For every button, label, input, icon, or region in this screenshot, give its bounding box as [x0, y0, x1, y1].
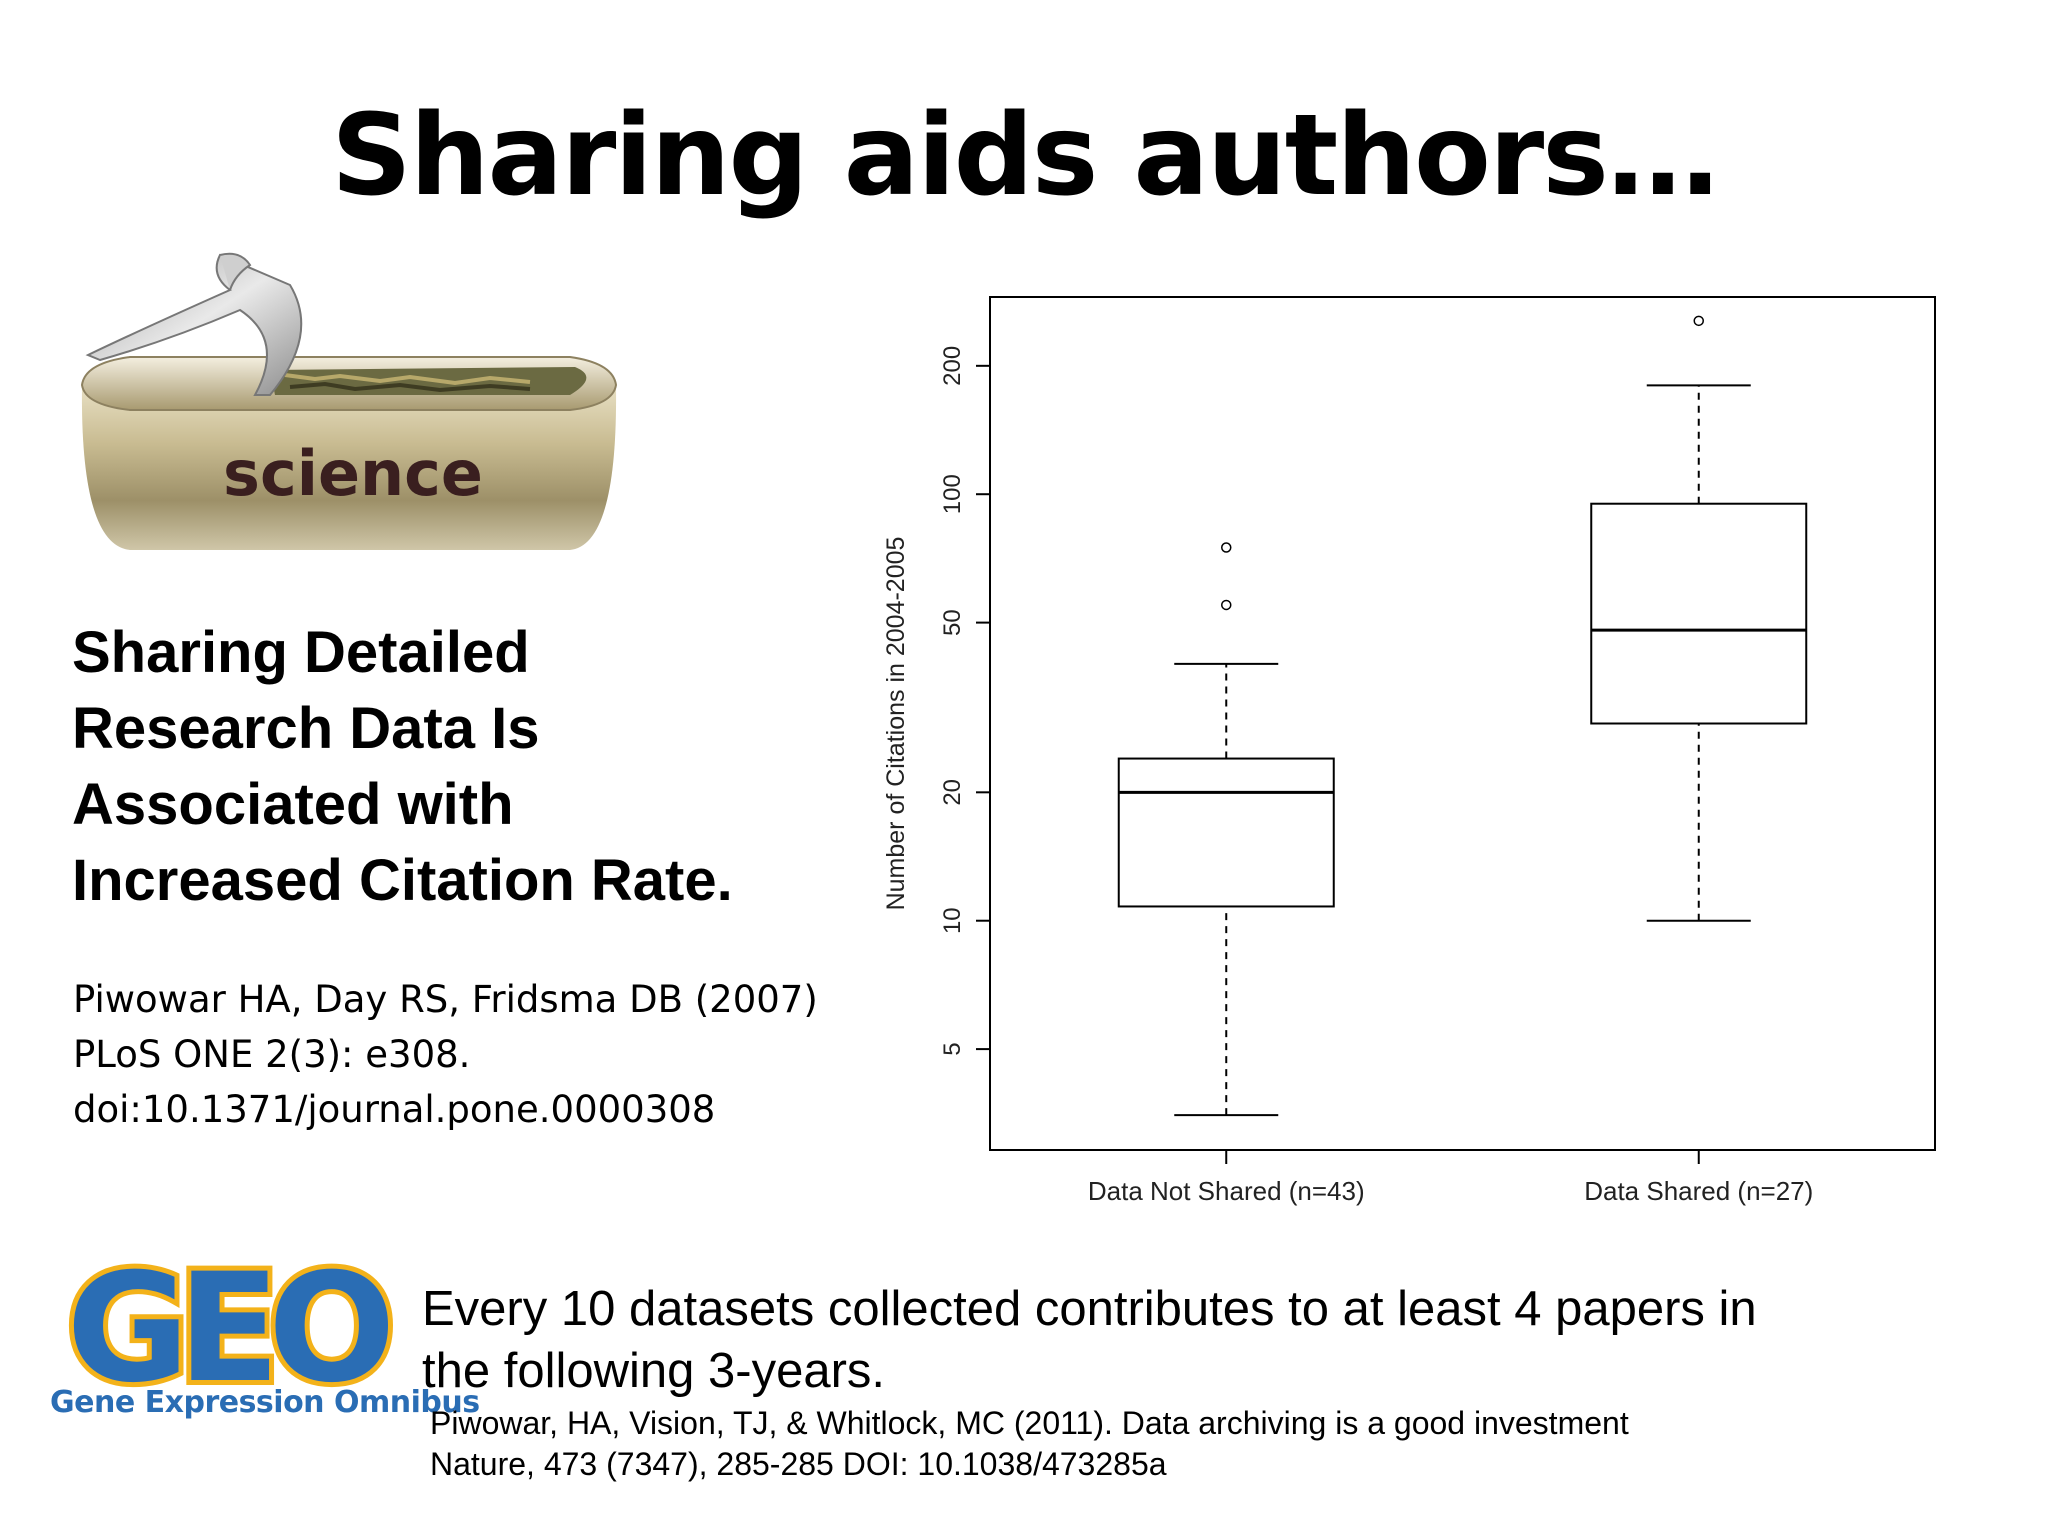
headline-line: Sharing Detailed [72, 620, 530, 685]
headline: Sharing Detailed Research Data Is Associ… [72, 615, 832, 919]
reference-2-line: Piwowar, HA, Vision, TJ, & Whitlock, MC … [430, 1405, 1629, 1441]
box-iqr [1590, 502, 1808, 725]
reference-1: Piwowar HA, Day RS, Fridsma DB (2007) PL… [73, 972, 873, 1137]
y-axis-label: Number of Citations in 2004-2005 [882, 537, 910, 911]
y-tick-label: 10 [939, 907, 966, 934]
outlier-point [1221, 542, 1232, 553]
outlier-point [1221, 599, 1232, 611]
geo-subtitle: Gene Expression Omnibus [50, 1385, 480, 1420]
plot-frame [989, 296, 1936, 1151]
headline-line: Research Data Is [72, 696, 540, 761]
reference-2-line: Nature, 473 (7347), 285-285 DOI: 10.1038… [430, 1446, 1167, 1482]
headline-line: Increased Citation Rate. [72, 848, 733, 913]
can-lid [85, 253, 303, 396]
claim-line: Every 10 datasets collected contributes … [422, 1282, 1757, 1336]
x-tick-label: Data Shared (n=27) [1584, 1176, 1813, 1206]
box-iqr [1117, 757, 1335, 908]
citation-boxplot: 5 10 20 50 100 200 Number of Citations in 2004… [882, 296, 1936, 1206]
reference-1-line: Piwowar HA, Day RS, Fridsma DB (2007) [73, 978, 818, 1021]
reference-2: Piwowar, HA, Vision, TJ, & Whitlock, MC … [430, 1403, 2030, 1485]
claim-text: Every 10 datasets collected contributes … [422, 1278, 2022, 1402]
reference-1-line: doi:10.1371/journal.pone.0000308 [73, 1088, 716, 1131]
geo-wordmark: GEO [66, 1255, 388, 1416]
y-tick-label: 200 [939, 346, 966, 386]
claim-line: the following 3-years. [422, 1344, 886, 1398]
y-tick-label: 5 [939, 1042, 966, 1055]
can-body [81, 385, 617, 550]
outlier-point [1693, 315, 1704, 327]
y-tick-label: 50 [939, 609, 966, 636]
headline-line: Associated with [72, 772, 514, 837]
sardine-can-illustration: science [80, 252, 618, 550]
x-tick-label: Data Not Shared (n=43) [1088, 1176, 1365, 1206]
geo-logo: GEO GEO [61, 1255, 405, 1421]
reference-1-line: PLoS ONE 2(3): e308. [73, 1033, 471, 1076]
y-tick-label: 100 [939, 474, 966, 514]
slide-title: Sharing aids authors… [331, 91, 1719, 221]
y-tick-label: 20 [939, 779, 966, 806]
can-label: science [223, 437, 483, 510]
geo-wordmark-shadow: GEO [66, 1255, 388, 1416]
